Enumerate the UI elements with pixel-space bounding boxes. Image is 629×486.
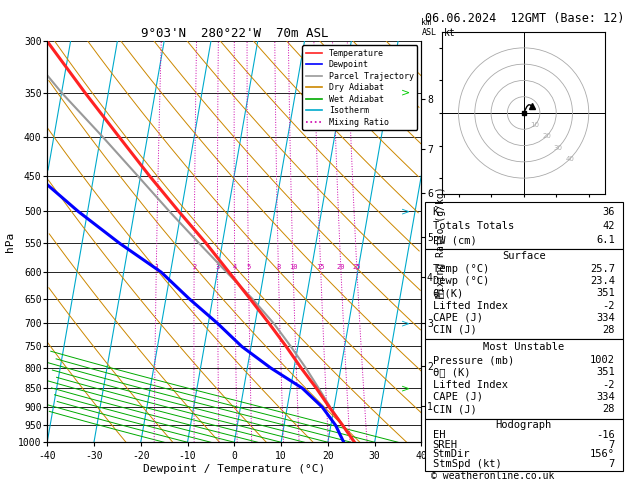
Text: 351: 351 <box>596 367 615 377</box>
Title: 9°03'N  280°22'W  70m ASL: 9°03'N 280°22'W 70m ASL <box>140 27 328 40</box>
Text: StmSpd (kt): StmSpd (kt) <box>433 459 501 469</box>
Text: 25.7: 25.7 <box>590 264 615 275</box>
Text: 8: 8 <box>276 264 281 270</box>
Text: >: > <box>401 383 410 393</box>
Text: Temp (°C): Temp (°C) <box>433 264 489 275</box>
Text: -16: -16 <box>596 430 615 440</box>
Text: Totals Totals: Totals Totals <box>433 221 514 231</box>
Text: θᴄ (K): θᴄ (K) <box>433 367 470 377</box>
Text: 36: 36 <box>603 207 615 217</box>
Text: 40: 40 <box>565 156 574 162</box>
Y-axis label: Mixing Ratio (g/kg): Mixing Ratio (g/kg) <box>436 186 445 297</box>
Text: LCL: LCL <box>426 424 440 433</box>
Text: © weatheronline.co.uk: © weatheronline.co.uk <box>431 471 554 481</box>
Text: >: > <box>401 207 410 216</box>
Text: >: > <box>401 87 410 98</box>
Text: >: > <box>401 318 410 329</box>
Text: 20: 20 <box>337 264 345 270</box>
Text: CAPE (J): CAPE (J) <box>433 392 482 402</box>
Text: 23.4: 23.4 <box>590 277 615 286</box>
Text: kt: kt <box>444 29 455 38</box>
Text: CAPE (J): CAPE (J) <box>433 312 482 323</box>
Text: 334: 334 <box>596 312 615 323</box>
Text: Hodograph: Hodograph <box>496 419 552 430</box>
Text: 10: 10 <box>289 264 298 270</box>
Text: km
ASL: km ASL <box>421 18 437 37</box>
Text: 28: 28 <box>603 404 615 414</box>
Text: 20: 20 <box>542 133 551 139</box>
Text: 06.06.2024  12GMT (Base: 12): 06.06.2024 12GMT (Base: 12) <box>425 12 624 25</box>
Y-axis label: hPa: hPa <box>5 232 15 252</box>
Text: CIN (J): CIN (J) <box>433 404 476 414</box>
Text: -2: -2 <box>603 380 615 390</box>
Text: 156°: 156° <box>590 449 615 459</box>
Bar <box>425 249 623 339</box>
Text: Pressure (mb): Pressure (mb) <box>433 355 514 365</box>
Text: 30: 30 <box>554 145 563 151</box>
Text: SREH: SREH <box>433 440 457 450</box>
Bar <box>425 339 623 419</box>
Text: K: K <box>433 207 439 217</box>
Bar <box>425 419 623 471</box>
Text: 7: 7 <box>608 459 615 469</box>
X-axis label: Dewpoint / Temperature (°C): Dewpoint / Temperature (°C) <box>143 464 325 474</box>
Legend: Temperature, Dewpoint, Parcel Trajectory, Dry Adiabat, Wet Adiabat, Isotherm, Mi: Temperature, Dewpoint, Parcel Trajectory… <box>303 46 417 130</box>
Text: 6.1: 6.1 <box>596 235 615 245</box>
Text: PW (cm): PW (cm) <box>433 235 476 245</box>
Text: θᴄ(K): θᴄ(K) <box>433 289 464 298</box>
Text: StmDir: StmDir <box>433 449 470 459</box>
Text: 7: 7 <box>608 440 615 450</box>
Bar <box>425 202 623 249</box>
Text: 10: 10 <box>531 122 540 127</box>
Text: 42: 42 <box>603 221 615 231</box>
Text: 3: 3 <box>215 264 220 270</box>
Text: Surface: Surface <box>502 251 545 261</box>
Text: 334: 334 <box>596 392 615 402</box>
Text: 351: 351 <box>596 289 615 298</box>
Text: 25: 25 <box>353 264 361 270</box>
Text: Most Unstable: Most Unstable <box>483 342 564 351</box>
Text: Dewp (°C): Dewp (°C) <box>433 277 489 286</box>
Text: 2: 2 <box>192 264 196 270</box>
Text: 1002: 1002 <box>590 355 615 365</box>
Text: Lifted Index: Lifted Index <box>433 300 508 311</box>
Text: -2: -2 <box>603 300 615 311</box>
Text: 4: 4 <box>233 264 237 270</box>
Text: 28: 28 <box>603 325 615 335</box>
Text: Lifted Index: Lifted Index <box>433 380 508 390</box>
Text: 5: 5 <box>247 264 250 270</box>
Text: 1: 1 <box>154 264 159 270</box>
Text: 15: 15 <box>316 264 325 270</box>
Text: EH: EH <box>433 430 445 440</box>
Text: CIN (J): CIN (J) <box>433 325 476 335</box>
